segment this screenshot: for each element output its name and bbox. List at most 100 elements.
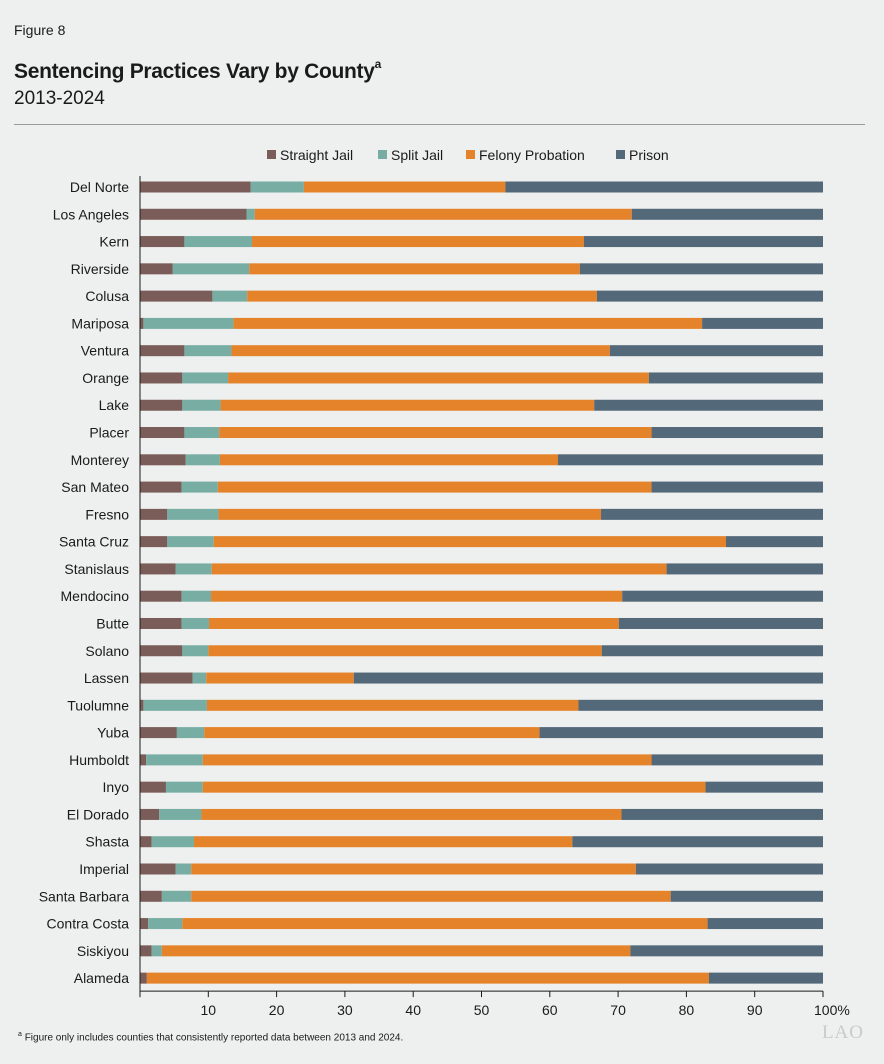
bar-contra-costa-split-jail — [148, 918, 183, 930]
bar-stanislaus-prison — [666, 563, 823, 575]
bar-inyo-prison — [705, 781, 823, 793]
legend-swatch-felony-probation — [466, 150, 475, 159]
category-label-humboldt: Humboldt — [69, 752, 129, 768]
bar-ventura-felony-probation — [231, 345, 610, 357]
x-tick-label-4: 40 — [405, 1002, 421, 1018]
legend-swatch-straight-jail — [267, 150, 276, 159]
bar-siskiyou-straight-jail — [140, 945, 152, 957]
bar-orange-prison — [648, 372, 823, 384]
bar-el-dorado-straight-jail — [140, 808, 160, 820]
bar-lassen-prison — [353, 672, 823, 684]
x-tick-label-5: 50 — [474, 1002, 490, 1018]
category-label-lassen: Lassen — [84, 670, 129, 686]
legend-swatch-prison — [616, 150, 625, 159]
bar-lake-felony-probation — [220, 399, 595, 411]
bar-ventura-prison — [609, 345, 823, 357]
legend-label-straight-jail: Straight Jail — [280, 147, 353, 163]
category-label-mariposa: Mariposa — [71, 315, 129, 331]
bar-santa-cruz-split-jail — [167, 536, 214, 548]
bar-stanislaus-felony-probation — [211, 563, 667, 575]
category-label-kern: Kern — [99, 234, 129, 250]
bar-orange-straight-jail — [140, 372, 183, 384]
category-label-tuolumne: Tuolumne — [67, 697, 129, 713]
bar-imperial-split-jail — [175, 863, 192, 875]
footnote: a Figure only includes counties that con… — [18, 1031, 403, 1043]
category-label-del-norte: Del Norte — [70, 179, 129, 195]
category-label-colusa: Colusa — [85, 288, 129, 304]
bar-solano-prison — [601, 645, 823, 657]
footnote-marker: a — [18, 1031, 22, 1038]
bar-tuolumne-split-jail — [143, 699, 207, 711]
bar-lassen-split-jail — [192, 672, 207, 684]
bar-del-norte-straight-jail — [140, 181, 251, 193]
bar-santa-barbara-straight-jail — [140, 890, 162, 902]
bar-solano-split-jail — [182, 645, 209, 657]
category-label-imperial: Imperial — [79, 861, 129, 877]
bar-fresno-split-jail — [167, 508, 219, 520]
bar-los-angeles-felony-probation — [254, 208, 632, 220]
bar-el-dorado-felony-probation — [201, 808, 622, 820]
bar-riverside-felony-probation — [249, 263, 580, 275]
bar-santa-barbara-felony-probation — [191, 890, 671, 902]
bar-kern-straight-jail — [140, 236, 185, 248]
bar-siskiyou-prison — [630, 945, 823, 957]
bar-monterey-prison — [557, 454, 823, 466]
bar-mariposa-felony-probation — [233, 317, 703, 329]
bar-shasta-prison — [572, 836, 823, 848]
bar-humboldt-straight-jail — [140, 754, 147, 766]
bar-mariposa-straight-jail — [140, 317, 144, 329]
bar-stanislaus-split-jail — [175, 563, 212, 575]
bar-santa-barbara-split-jail — [161, 890, 192, 902]
bar-lassen-straight-jail — [140, 672, 193, 684]
footnote-text: Figure only includes counties that consi… — [24, 1032, 404, 1044]
legend-label-felony-probation: Felony Probation — [479, 147, 585, 163]
bar-butte-felony-probation — [208, 617, 619, 629]
bar-placer-prison — [651, 427, 823, 439]
title-footnote-marker: a — [374, 57, 382, 71]
bar-santa-cruz-prison — [726, 536, 823, 548]
category-label-siskiyou: Siskiyou — [77, 943, 129, 959]
category-label-solano: Solano — [85, 643, 129, 659]
bar-placer-straight-jail — [140, 427, 185, 439]
bar-yuba-prison — [539, 727, 823, 739]
bar-los-angeles-prison — [631, 208, 823, 220]
bar-el-dorado-prison — [621, 808, 823, 820]
x-tick-label-1: 10 — [201, 1002, 217, 1018]
bar-imperial-prison — [635, 863, 823, 875]
bar-monterey-felony-probation — [219, 454, 558, 466]
bar-solano-straight-jail — [140, 645, 183, 657]
category-label-monterey: Monterey — [71, 452, 129, 468]
bar-yuba-felony-probation — [204, 727, 540, 739]
bar-mariposa-split-jail — [143, 317, 234, 329]
bar-yuba-split-jail — [176, 727, 205, 739]
bar-mendocino-prison — [622, 590, 823, 602]
category-label-riverside: Riverside — [71, 261, 130, 277]
bar-alameda-straight-jail — [140, 972, 147, 984]
bar-contra-costa-straight-jail — [140, 918, 149, 930]
legend-label-prison: Prison — [629, 147, 669, 163]
x-tick-label-9: 90 — [747, 1002, 763, 1018]
bar-monterey-split-jail — [185, 454, 220, 466]
x-tick-label-10: 100% — [814, 1002, 850, 1018]
bar-del-norte-prison — [505, 181, 823, 193]
bar-butte-straight-jail — [140, 617, 182, 629]
bar-monterey-straight-jail — [140, 454, 186, 466]
bar-shasta-split-jail — [151, 836, 194, 848]
bar-siskiyou-felony-probation — [161, 945, 631, 957]
category-label-los-angeles: Los Angeles — [53, 206, 129, 222]
bar-alameda-prison — [708, 972, 823, 984]
bar-mendocino-split-jail — [181, 590, 212, 602]
bar-el-dorado-split-jail — [159, 808, 202, 820]
chart-title-text: Sentencing Practices Vary by County — [14, 60, 375, 83]
bar-riverside-straight-jail — [140, 263, 173, 275]
bar-placer-split-jail — [184, 427, 220, 439]
bar-yuba-straight-jail — [140, 727, 177, 739]
bar-lake-straight-jail — [140, 399, 183, 411]
bar-humboldt-split-jail — [146, 754, 203, 766]
bar-colusa-split-jail — [212, 290, 248, 302]
figure-label: Figure 8 — [14, 22, 66, 38]
bar-shasta-straight-jail — [140, 836, 152, 848]
bar-humboldt-felony-probation — [202, 754, 652, 766]
category-labels: Del Norte Los Angeles Kern Riverside Colusa M… — [39, 179, 130, 986]
bar-solano-felony-probation — [208, 645, 602, 657]
